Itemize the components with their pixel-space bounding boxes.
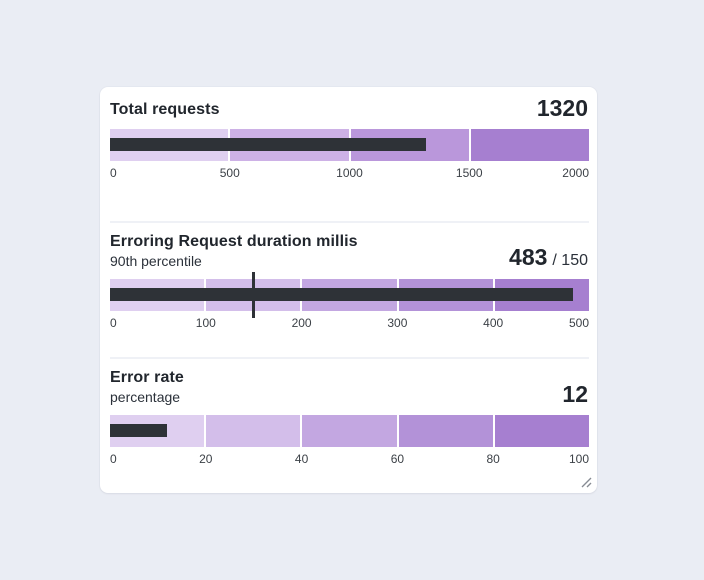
- metric-header: Total requests 1320: [110, 96, 589, 120]
- bullet-band: [398, 415, 493, 447]
- metric-value: 12: [562, 381, 588, 407]
- metric-value: 1320: [536, 95, 588, 121]
- axis-tick-label: 80: [486, 452, 500, 466]
- metric-error-rate: Error rate percentage 12 0 20 40 60 80 100: [110, 357, 590, 493]
- axis-ticks: 0 20 40 60 80 100: [110, 452, 589, 466]
- axis-tick-label: 0: [110, 452, 117, 466]
- metric-total-requests: Total requests 1320 0 500 1000 1500 2000: [110, 87, 589, 221]
- bullet-chart: 0 100 200 300 400 500: [110, 272, 590, 330]
- metric-value: 483: [509, 244, 548, 270]
- bullet-band: [470, 129, 589, 161]
- axis-tick-label: 0: [110, 166, 117, 180]
- axis-tick-label: 0: [110, 316, 117, 330]
- metric-title: Total requests: [110, 101, 220, 118]
- bullet-value-bar: [110, 424, 168, 437]
- resize-grip-icon[interactable]: [580, 476, 592, 488]
- axis-tick-label: 500: [568, 316, 589, 330]
- axis-tick-label: 20: [199, 452, 213, 466]
- bullet-band: [302, 415, 397, 447]
- metric-title: Error rate: [110, 369, 184, 386]
- bullet-value-bar: [110, 138, 427, 151]
- metric-header: Erroring Request duration millis 90th pe…: [110, 232, 589, 270]
- bullet-band: [206, 415, 301, 447]
- axis-tick-label: 40: [294, 452, 309, 466]
- bullet-band: [494, 415, 590, 447]
- axis-tick-label: 1000: [336, 166, 363, 180]
- metrics-card: Total requests 1320 0 500 1000 1500 2000 Err…: [100, 87, 597, 493]
- bullet-target-marker: [252, 272, 256, 318]
- metric-title: Erroring Request duration millis: [110, 233, 358, 250]
- axis-tick-label: 500: [219, 166, 240, 180]
- axis-tick-label: 300: [387, 316, 408, 330]
- axis-tick-label: 100: [195, 316, 216, 330]
- axis-tick-label: 200: [291, 316, 312, 330]
- metric-subtitle: 90th percentile: [110, 253, 202, 269]
- bullet-bands: [110, 415, 590, 447]
- axis-ticks: 0 100 200 300 400 500: [110, 316, 589, 330]
- axis-tick-label: 400: [483, 316, 504, 330]
- axis-tick-label: 2000: [562, 166, 589, 180]
- metric-erroring-request-duration: Erroring Request duration millis 90th pe…: [110, 221, 590, 357]
- bullet-value-bar: [110, 288, 573, 301]
- axis-tick-label: 100: [568, 452, 589, 466]
- bullet-chart: 0 500 1000 1500 2000: [110, 129, 589, 180]
- axis-tick-label: 60: [390, 452, 405, 466]
- metric-subtitle: percentage: [110, 389, 181, 405]
- axis-tick-label: 1500: [455, 166, 483, 180]
- axis-ticks: 0 500 1000 1500 2000: [110, 166, 589, 180]
- bullet-chart: 0 20 40 60 80 100: [110, 415, 590, 466]
- metric-target-value: / 150: [552, 252, 588, 269]
- metric-header: Error rate percentage 12: [110, 368, 589, 406]
